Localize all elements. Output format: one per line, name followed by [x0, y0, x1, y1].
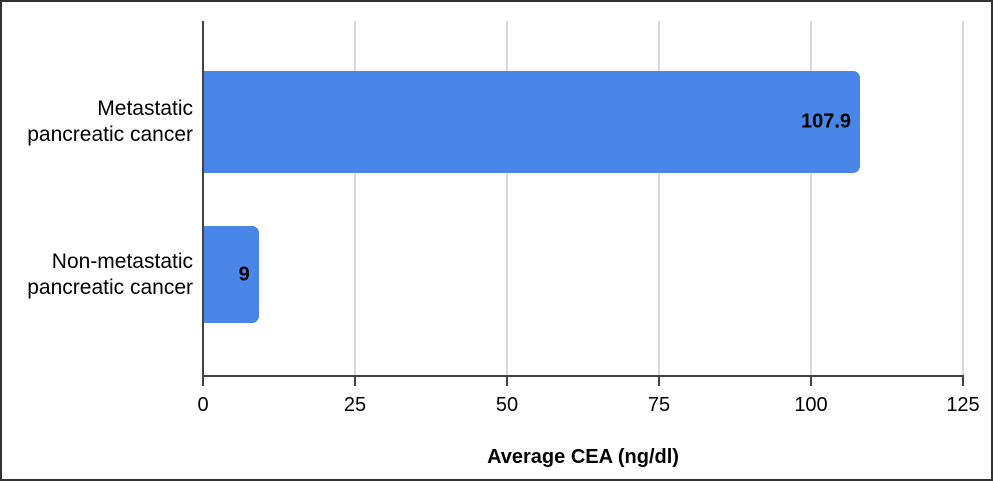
- bar-metastatic: [204, 71, 861, 173]
- bar-non-metastatic: [204, 226, 259, 323]
- tick-mark-100: [810, 375, 812, 386]
- tick-label-0: 0: [197, 394, 209, 416]
- tick-mark-125: [962, 375, 964, 386]
- category-label: Non-metastatic pancreatic cancer: [27, 249, 193, 299]
- tick-mark-25: [354, 375, 356, 386]
- tick-label-50: 50: [495, 394, 519, 416]
- x-axis-title: Average CEA (ng/dl): [487, 446, 679, 468]
- tick-label-100: 100: [794, 394, 828, 416]
- tick-mark-75: [658, 375, 660, 386]
- gridline-100: [810, 21, 812, 375]
- category-label: Metastatic pancreatic cancer: [27, 97, 193, 146]
- gridline-75: [658, 21, 660, 375]
- gridline-50: [506, 21, 508, 375]
- y-axis-line: [202, 21, 204, 386]
- gridline-125: [962, 21, 964, 375]
- tick-mark-50: [506, 375, 508, 386]
- tick-label-125: 125: [946, 394, 980, 416]
- tick-label-75: 75: [647, 394, 671, 416]
- x-axis-line: [202, 375, 964, 377]
- bar-value-label: 107.9: [800, 110, 852, 133]
- gridline-25: [354, 21, 356, 375]
- bar-value-label: 9: [238, 263, 250, 285]
- tick-mark-0: [202, 375, 204, 386]
- tick-label-25: 25: [343, 394, 367, 416]
